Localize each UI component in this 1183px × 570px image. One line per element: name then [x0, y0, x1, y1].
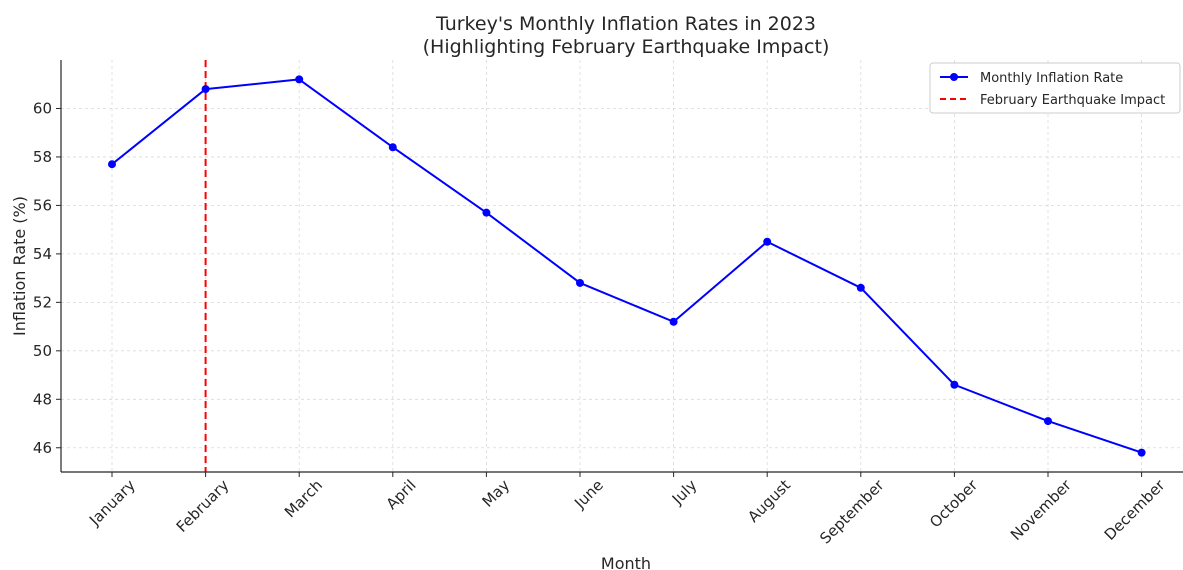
- y-tick-label: 56: [33, 196, 52, 214]
- x-tick-label: July: [668, 476, 701, 509]
- x-tick-label: September: [816, 476, 888, 548]
- x-tick-label: December: [1101, 476, 1169, 544]
- tick-labels-layer: 46 48 50 52 54 56 58 60 January February March Apri…: [33, 99, 1169, 547]
- y-tick-label: 46: [33, 439, 52, 457]
- legend-box: [929, 62, 1181, 114]
- data-point: [1044, 417, 1052, 426]
- chart-subtitle: (Highlighting February Earthquake Impact…: [423, 36, 830, 58]
- legend-marker-swatch: [950, 73, 958, 81]
- legend: Monthly Inflation Rate February Earthqua…: [929, 62, 1181, 114]
- data-point: [669, 317, 678, 326]
- data-point: [1137, 448, 1146, 457]
- chart-title: Turkey's Monthly Inflation Rates in 2023: [435, 13, 816, 35]
- y-tick-label: 58: [33, 148, 52, 166]
- x-tick-label: February: [173, 476, 233, 536]
- data-point: [201, 85, 210, 94]
- axes-layer: [56, 60, 1183, 477]
- data-point: [576, 278, 584, 287]
- legend-reference-label: February Earthquake Impact: [980, 93, 1165, 108]
- data-point: [950, 380, 959, 389]
- y-axis-label: Inflation Rate (%): [10, 196, 29, 336]
- data-point: [856, 283, 865, 292]
- y-tick-label: 52: [33, 293, 52, 311]
- data-point: [295, 75, 304, 84]
- x-tick-label: June: [570, 476, 607, 513]
- x-tick-label: October: [926, 476, 982, 532]
- y-tick-label: 60: [33, 99, 52, 117]
- y-tick-label: 54: [33, 245, 52, 263]
- data-point: [763, 237, 772, 246]
- y-tick-label: 48: [33, 390, 52, 408]
- x-tick-label: March: [281, 476, 326, 521]
- y-tick-label: 50: [33, 342, 52, 360]
- x-tick-label: January: [85, 476, 139, 530]
- grid-layer: [61, 60, 1183, 472]
- data-point: [482, 208, 491, 217]
- x-tick-label: August: [744, 476, 794, 526]
- series-line: [111, 78, 1142, 454]
- legend-series-label: Monthly Inflation Rate: [980, 71, 1123, 86]
- data-point: [388, 143, 397, 152]
- x-tick-label: April: [383, 476, 420, 513]
- x-axis-label: Month: [601, 554, 651, 570]
- data-point: [108, 160, 116, 169]
- series-layer: [108, 75, 1146, 457]
- x-tick-label: May: [479, 476, 514, 511]
- x-tick-label: November: [1007, 476, 1075, 544]
